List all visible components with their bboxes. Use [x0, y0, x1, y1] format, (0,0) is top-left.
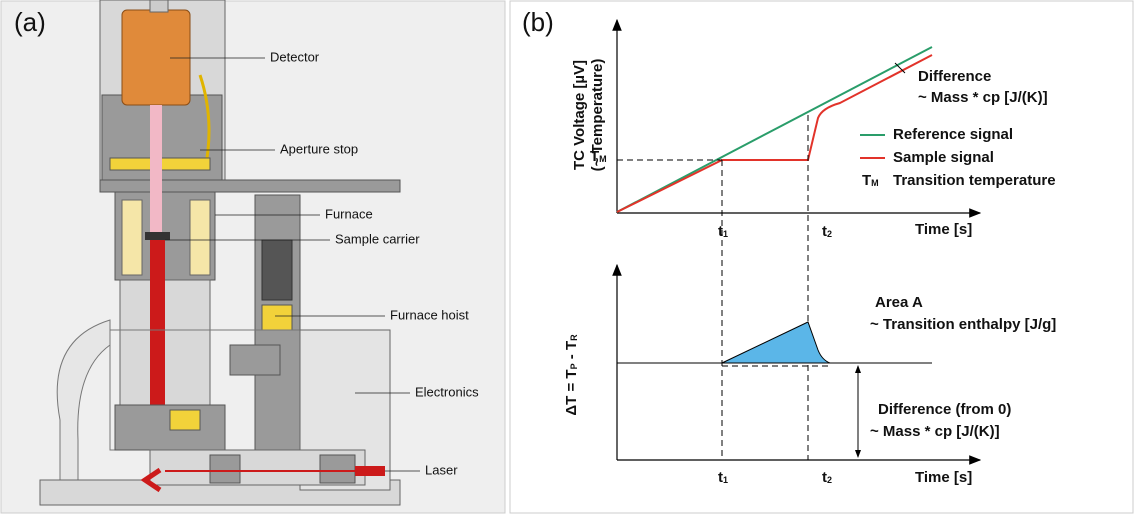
- t-sub: 2: [827, 475, 832, 485]
- legend-label: Reference signal: [893, 126, 1013, 143]
- t-sub: 1: [723, 229, 728, 239]
- y-axis-label: ΔT = TP - TR: [563, 334, 580, 416]
- callout-label: Sample carrier: [335, 231, 420, 246]
- legend-label: Sample signal: [893, 149, 994, 166]
- difference-label: ~ Mass * cp [J/(K)]: [870, 423, 1000, 440]
- callout-label: Electronics: [415, 384, 479, 399]
- y-axis-label: TC Voltage [µV]: [571, 60, 588, 170]
- symbol-sub: M: [871, 178, 879, 188]
- symbol-base: T: [862, 172, 871, 189]
- area-label: Area A: [875, 294, 923, 311]
- tm-sub: M: [599, 154, 607, 164]
- panel-label: (a): [14, 7, 46, 37]
- label-sub: R: [569, 334, 579, 341]
- area-label: ~ Transition enthalpy [J/g]: [870, 316, 1056, 333]
- callout-label: Laser: [425, 462, 458, 477]
- figure: (a): [0, 0, 1135, 516]
- label-part: - T: [563, 341, 580, 364]
- panel-a: (a): [1, 0, 505, 513]
- panel-b: (b) TC Voltage [µV] (~ Temperature) TM D…: [510, 1, 1133, 513]
- t-sub: 1: [723, 475, 728, 485]
- x-axis-label: Time [s]: [915, 469, 972, 486]
- difference-label: Difference: [918, 68, 991, 85]
- tm-base: T: [590, 148, 599, 165]
- difference-label: ~ Mass * cp [J/(K)]: [918, 89, 1048, 106]
- callout-label: Detector: [270, 49, 320, 64]
- label-part: ΔT = T: [563, 369, 580, 415]
- legend-label: Transition temperature: [893, 172, 1056, 189]
- callout-label: Aperture stop: [280, 141, 358, 156]
- panel-label: (b): [522, 7, 554, 37]
- t-sub: 2: [827, 229, 832, 239]
- callout-label: Furnace hoist: [390, 307, 469, 322]
- difference-label: Difference (from 0): [878, 401, 1011, 418]
- x-axis-label: Time [s]: [915, 221, 972, 238]
- callout-label: Furnace: [325, 206, 373, 221]
